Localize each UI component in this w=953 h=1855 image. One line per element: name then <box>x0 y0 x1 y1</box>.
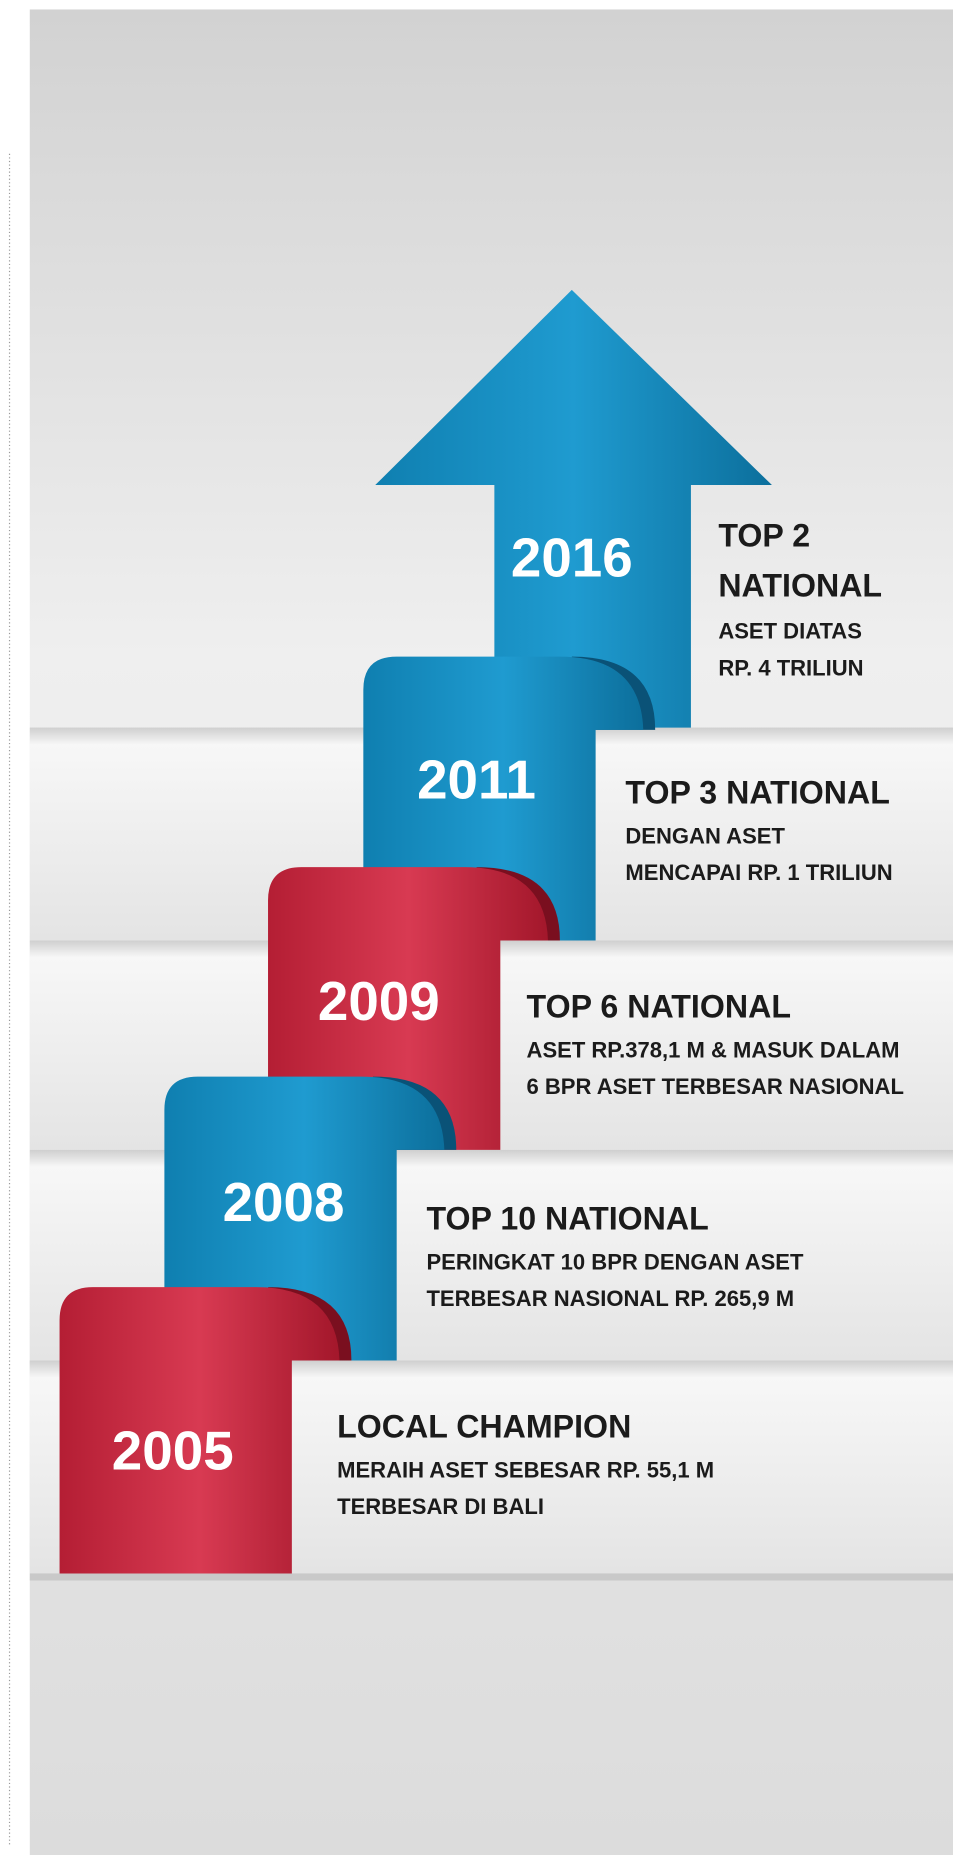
year: 2011 <box>417 750 536 811</box>
milestone-description: PERINGKAT 10 BPR DENGAN ASET <box>426 1249 804 1274</box>
milestone-title: TOP 6 NATIONAL <box>527 989 791 1025</box>
milestone-description: MENCAPAI RP. 1 TRILIUN <box>625 860 892 885</box>
milestone-description: MERAIH ASET SEBESAR RP. 55,1 M <box>337 1458 714 1483</box>
milestone-description: 6 BPR ASET TERBESAR NASIONAL <box>527 1074 904 1099</box>
ribbon <box>59 1287 340 1574</box>
milestone-title: TOP 10 NATIONAL <box>426 1200 708 1236</box>
milestone-title: NATIONAL <box>718 568 882 604</box>
texts: 2016 TOP 2 NATIONAL ASET DIATAS RP. 4 TRILIU… <box>112 518 904 1519</box>
milestone-description: TERBESAR NASIONAL RP. 265,9 M <box>426 1286 794 1311</box>
milestone-description: TERBESAR DI BALI <box>337 1494 544 1519</box>
milestone-description: DENGAN ASET <box>625 823 785 848</box>
year: 2005 <box>112 1421 234 1482</box>
milestone-description: ASET DIATAS <box>718 619 862 644</box>
milestone-title: TOP 2 <box>718 518 810 554</box>
shelf-shadow <box>29 1573 953 1581</box>
milestone-title: LOCAL CHAMPION <box>337 1409 631 1445</box>
milestone-description: ASET RP.378,1 M & MASUK DALAM <box>527 1038 900 1063</box>
year: 2009 <box>318 971 440 1032</box>
milestone-title: TOP 3 NATIONAL <box>625 775 889 811</box>
year: 2016 <box>511 527 633 588</box>
year: 2008 <box>223 1172 345 1233</box>
milestone-description: RP. 4 TRILIUN <box>718 655 863 680</box>
arrow <box>375 289 772 728</box>
ribbons <box>59 289 772 1574</box>
